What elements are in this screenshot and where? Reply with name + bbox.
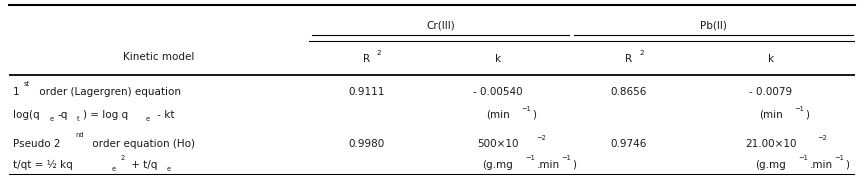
Text: Cr(III): Cr(III) [426,21,454,31]
Text: e: e [49,116,54,122]
Text: 2: 2 [639,50,644,56]
Text: ): ) [805,110,810,120]
Text: 1: 1 [13,87,20,97]
Text: -q: -q [58,110,68,120]
Text: e: e [166,166,170,172]
Text: 0.8656: 0.8656 [611,87,647,97]
Text: R: R [626,54,632,64]
Text: 0.9980: 0.9980 [348,139,384,149]
Text: Pseudo 2: Pseudo 2 [13,139,60,149]
Text: (g.mg: (g.mg [755,160,786,170]
Text: Kinetic model: Kinetic model [124,52,194,62]
Text: R: R [363,54,370,64]
Text: ): ) [572,160,576,170]
Text: st: st [24,81,30,87]
Text: −1: −1 [525,156,536,161]
Text: t/qt = ½ kq: t/qt = ½ kq [13,160,73,170]
Text: + t/q: + t/q [128,160,157,170]
Text: order (Lagergren) equation: order (Lagergren) equation [35,87,181,97]
Text: 2: 2 [377,50,381,56]
Text: −1: −1 [834,156,844,161]
Text: - 0.00540: - 0.00540 [473,87,523,97]
Text: nd: nd [75,132,84,138]
Text: Pb(II): Pb(II) [700,21,727,31]
Text: e: e [146,116,150,122]
Text: log(q: log(q [13,110,40,120]
Text: k: k [494,54,500,64]
Text: ): ) [845,160,849,170]
Text: −1: −1 [798,156,809,161]
Text: −2: −2 [537,134,546,141]
Text: (min: (min [759,110,783,120]
Text: ): ) [532,110,537,120]
Text: 21.00×10: 21.00×10 [745,139,797,149]
Text: .min: .min [537,160,560,170]
Text: t: t [76,116,79,122]
Text: (g.mg: (g.mg [482,160,513,170]
Text: k: k [767,54,774,64]
Text: ) = log q: ) = log q [83,110,128,120]
Text: (min: (min [486,110,510,120]
Text: e: e [112,166,116,172]
Text: order equation (Ho): order equation (Ho) [89,139,195,149]
Text: 500×10: 500×10 [477,139,518,149]
Text: 0.9746: 0.9746 [611,139,647,149]
Text: - kt: - kt [155,110,175,120]
Text: - 0.0079: - 0.0079 [749,87,792,97]
Text: .min: .min [810,160,833,170]
Text: −1: −1 [794,105,804,112]
Text: −1: −1 [561,156,571,161]
Text: 2: 2 [120,155,124,161]
Text: −1: −1 [521,105,531,112]
Text: −2: −2 [817,134,827,141]
Text: 0.9111: 0.9111 [348,87,384,97]
